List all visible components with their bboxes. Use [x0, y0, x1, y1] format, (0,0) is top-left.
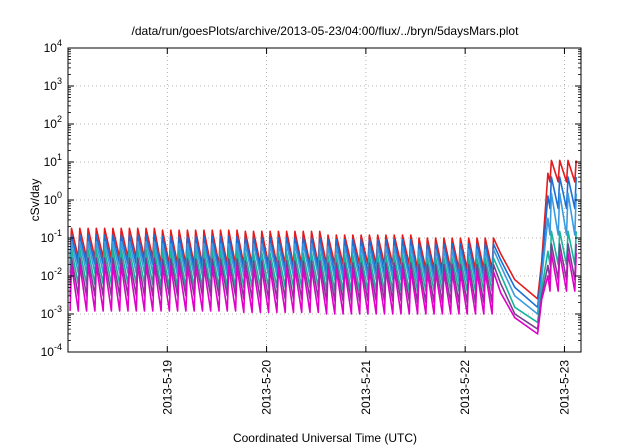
y-axis-title: cSv/day: [28, 179, 42, 222]
series-group: [69, 159, 577, 335]
x-axis-title: Coordinated Universal Time (UTC): [233, 431, 417, 445]
y-tick-label: 104: [44, 38, 62, 55]
x-tick-label: 2013-5-23: [557, 360, 571, 415]
x-tick-label: 2013-5-19: [160, 360, 174, 415]
y-tick-label: 103: [44, 76, 62, 93]
y-tick-label: 10-1: [41, 228, 62, 245]
x-tick-label: 2013-5-21: [359, 360, 373, 415]
y-tick-label: 10-4: [41, 342, 62, 359]
series-line-6: [69, 252, 577, 335]
y-tick-label: 101: [44, 152, 62, 169]
y-tick-label: 100: [44, 190, 62, 207]
x-tick-label: 2013-5-20: [260, 360, 274, 415]
axis-ticks: 10-4 10-3 10-2 10-1 100 101 102 103 104 2013-5-19…: [41, 38, 581, 415]
x-tick-label: 2013-5-22: [458, 360, 472, 415]
y-tick-label: 10-2: [41, 266, 62, 283]
chart-title: /data/run/goesPlots/archive/2013-05-23/0…: [132, 24, 520, 38]
y-tick-label: 102: [44, 114, 62, 131]
y-tick-label: 10-3: [41, 304, 62, 321]
